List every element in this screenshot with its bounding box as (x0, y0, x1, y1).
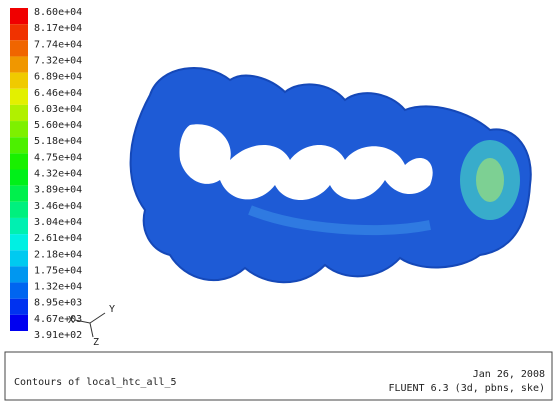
colorbar-label: 1.32e+04 (34, 282, 82, 293)
colorbar-label: 6.46e+04 (34, 88, 82, 99)
axis-label: Y (109, 304, 115, 315)
colorbar-label: 8.17e+04 (34, 23, 82, 34)
colorbar-band (10, 105, 28, 121)
colorbar-label: 3.46e+04 (34, 201, 82, 212)
colorbar-label: 4.75e+04 (34, 152, 82, 163)
colorbar-label: 7.32e+04 (34, 55, 82, 66)
colorbar-label: 6.03e+04 (34, 104, 82, 115)
colorbar-label: 5.60e+04 (34, 120, 82, 131)
colorbar-band (10, 56, 28, 72)
colorbar-label: 2.61e+04 (34, 233, 82, 244)
colorbar-band (10, 89, 28, 105)
colorbar-band (10, 315, 28, 331)
colorbar-band (10, 218, 28, 234)
axis-label: Z (93, 337, 99, 348)
colorbar-label: 2.18e+04 (34, 249, 82, 260)
z-axis (90, 323, 93, 337)
colorbar-label: 3.04e+04 (34, 217, 82, 228)
colorbar-band (10, 299, 28, 315)
y-axis (90, 313, 105, 323)
colorbar-band (10, 121, 28, 137)
colorbar-label: 5.18e+04 (34, 136, 82, 147)
footer-date: Jan 26, 2008 (473, 369, 545, 380)
colorbar-band (10, 153, 28, 169)
colorbar-band (10, 73, 28, 89)
colorbar-label: 4.32e+04 (34, 169, 82, 180)
colorbar-band (10, 137, 28, 153)
axis-triad: Y X Z (68, 304, 115, 348)
colorbar-label: 3.91e+02 (34, 330, 82, 341)
colorbar-band (10, 170, 28, 186)
colorbar-band (10, 8, 28, 24)
colorbar-label: 1.75e+04 (34, 265, 82, 276)
colorbar-label: 3.89e+04 (34, 185, 82, 196)
footer-title: Contours of local_htc_all_5 (14, 377, 177, 388)
colorbar-band (10, 40, 28, 56)
colorbar-band (10, 186, 28, 202)
hot-spot-core (476, 158, 504, 202)
colorbar-band (10, 250, 28, 266)
colorbar-band (10, 202, 28, 218)
colorbar-label: 6.89e+04 (34, 72, 82, 83)
viewport: Y X Z Contours of local_htc_all_5 Jan 26… (0, 0, 557, 407)
footer-solver: FLUENT 6.3 (3d, pbns, ske) (388, 383, 545, 394)
colorbar-label: 4.67e+03 (34, 314, 82, 325)
colorbar-label: 8.95e+03 (34, 298, 82, 309)
colorbar-band (10, 266, 28, 282)
colorbar-label: 7.74e+04 (34, 39, 82, 50)
colorbar-band (10, 283, 28, 299)
colorbar-band (10, 234, 28, 250)
colorbar-label: 8.60e+04 (34, 7, 82, 18)
colorbar-band (10, 24, 28, 40)
model (131, 68, 531, 282)
